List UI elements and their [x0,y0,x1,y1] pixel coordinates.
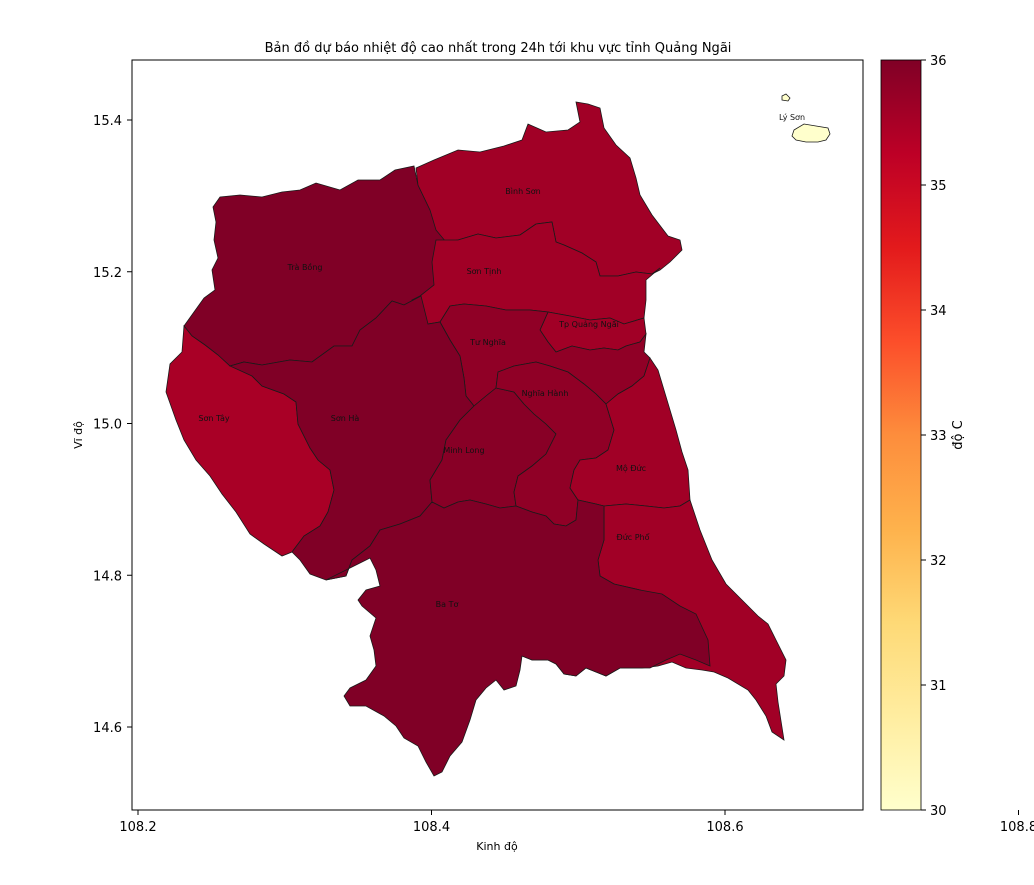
x-tick-label: 108.2 [119,820,156,835]
y-tick-label: 14.8 [93,569,122,584]
region-12-area [781,93,831,143]
y-tick-label: 15.4 [93,114,122,129]
colorbar-tick-label: 33 [930,429,947,444]
colorbar-tick-label: 30 [930,804,947,819]
region-3-label: Tp Quảng Ngãi [558,319,619,329]
x-axis-label: Kinh độ [476,840,518,853]
colorbar-tick-label: 31 [930,679,947,694]
region-0-label: Trà Bồng [287,262,323,272]
region-7-label: Minh Long [443,446,484,455]
regions-layer [165,93,831,777]
region-9-label: Mộ Đức [616,463,646,473]
region-2-label: Sơn Tịnh [467,267,502,277]
y-tick-label: 15.2 [93,266,122,281]
colorbar-tick-label: 36 [930,54,947,69]
region-1-label: Bình Sơn [505,187,540,196]
region-11-area [325,499,711,777]
region-6-label: Sơn Hà [331,414,360,423]
plot-frame [131,59,864,811]
x-tick-label: 108.4 [413,820,450,835]
y-axis: 14.6 14.8 15.0 15.2 15.4 [93,114,132,736]
y-tick-label: 15.0 [93,418,122,433]
x-tick-label: 108.6 [706,820,743,835]
y-tick-label: 14.6 [93,721,122,736]
chart-title: Bản đồ dự báo nhiệt độ cao nhất trong 24… [265,41,732,56]
colorbar-tick-label: 32 [930,554,947,569]
region-8-label: Nghĩa Hành [522,389,569,398]
region-5-label: Sơn Tây [198,414,229,423]
colorbar-tick-label: 34 [930,304,947,319]
y-axis-label: Vĩ độ [72,421,85,449]
region-labels: Trà Bồng Bình Sơn Sơn Tịnh Tp Quảng Ngãi Tư … [198,113,805,609]
region-11-label: Ba Tơ [436,600,459,609]
region-12-label: Lý Sơn [779,113,805,122]
region-10-label: Đức Phổ [617,532,650,542]
colorbar [880,59,922,811]
colorbar-ticks: 30 31 32 33 34 35 36 [921,54,947,819]
x-tick-label: 108.8 [1000,820,1034,835]
colorbar-label: độ C [951,420,966,449]
region-4-label: Tư Nghĩa [469,338,506,347]
colorbar-tick-label: 35 [930,179,947,194]
